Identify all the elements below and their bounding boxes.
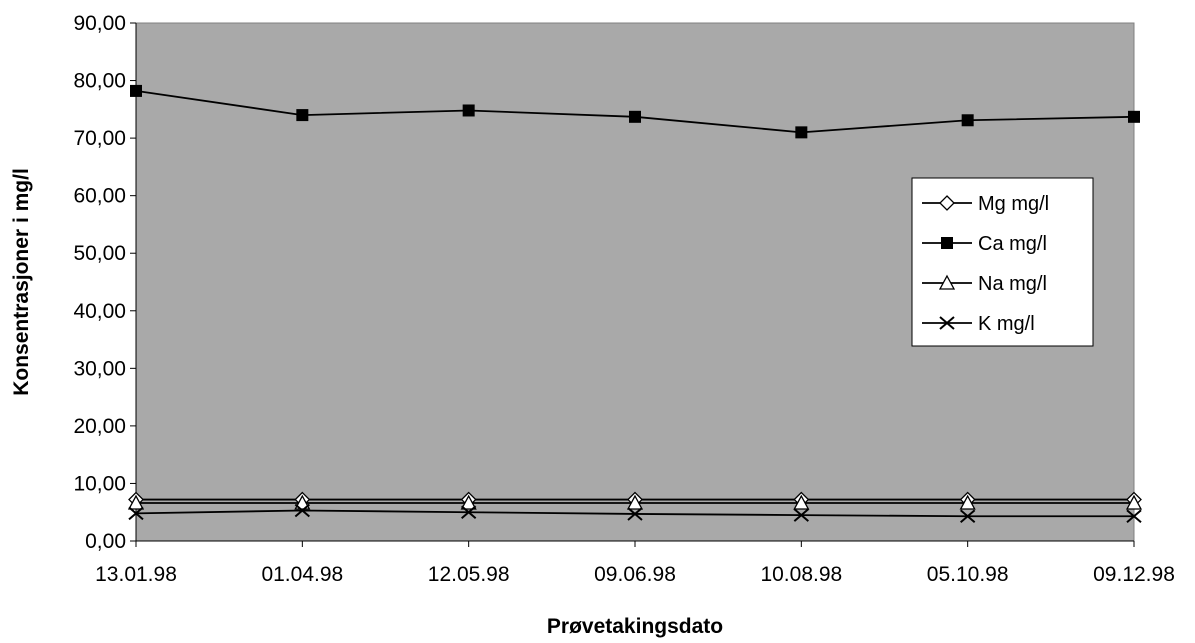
data-point-k bbox=[1126, 509, 1142, 524]
x-tick-label: 09.12.98 bbox=[1093, 563, 1175, 586]
data-point-ca bbox=[462, 104, 475, 117]
y-axis-ticks: 0,00 10,00 20,00 30,00 40,00 50,00 60,00 70,00 8… bbox=[73, 12, 137, 553]
y-tick-label: 30,00 bbox=[73, 357, 126, 380]
data-point-na bbox=[460, 494, 477, 510]
data-point-ca bbox=[296, 109, 309, 122]
data-point-ca bbox=[130, 84, 142, 97]
x-tick-label: 12.05.98 bbox=[428, 563, 510, 586]
x-tick-label: 13.01.98 bbox=[95, 563, 177, 586]
legend-label-mg: Mg mg/l bbox=[978, 193, 1049, 215]
x-tick-label: 01.04.98 bbox=[261, 563, 343, 586]
data-point-k bbox=[128, 506, 144, 521]
data-point-ca bbox=[1128, 110, 1140, 123]
legend-items: Mg mg/l Ca mg/l Na mg/l K mg/l bbox=[922, 193, 1049, 335]
legend-label-na: Na mg/l bbox=[978, 273, 1047, 295]
data-point-k bbox=[793, 508, 809, 522]
y-tick-label: 50,00 bbox=[73, 242, 126, 265]
legend-item-ca: Ca mg/l bbox=[922, 233, 1047, 255]
data-point-ca bbox=[961, 114, 974, 127]
legend-item-k: K mg/l bbox=[922, 313, 1035, 335]
legend-marker-k bbox=[939, 316, 955, 330]
data-point-ca bbox=[629, 110, 641, 123]
data-point-ca bbox=[795, 126, 808, 139]
legend-item-mg: Mg mg/l bbox=[922, 193, 1049, 215]
series-ca bbox=[130, 84, 1140, 139]
y-tick-label: 70,00 bbox=[73, 127, 126, 150]
series-k bbox=[128, 503, 1142, 524]
y-tick-label: 10,00 bbox=[73, 472, 126, 495]
data-point-k bbox=[960, 509, 976, 524]
data-point-k bbox=[294, 503, 310, 518]
data-point-na bbox=[294, 494, 311, 510]
y-tick-label: 80,00 bbox=[73, 70, 126, 93]
series-layer bbox=[127, 84, 1143, 524]
y-tick-label: 90,00 bbox=[73, 12, 126, 35]
legend-item-na: Na mg/l bbox=[922, 273, 1047, 295]
series-na bbox=[127, 494, 1143, 510]
data-point-na bbox=[793, 494, 810, 510]
data-point-na bbox=[626, 494, 644, 510]
x-axis-ticks: 13.01.98 01.04.98 12.05.98 09.06.98 10.08.98… bbox=[95, 540, 1175, 586]
y-tick-label: 20,00 bbox=[73, 415, 126, 438]
data-point-k bbox=[627, 507, 643, 521]
legend-marker-mg bbox=[939, 195, 955, 211]
data-point-k bbox=[461, 505, 477, 519]
legend: Mg mg/l Ca mg/l Na mg/l K mg/l bbox=[911, 177, 1094, 347]
y-tick-label: 40,00 bbox=[73, 300, 126, 323]
legend-label-k: K mg/l bbox=[978, 313, 1035, 335]
data-point-na bbox=[959, 494, 976, 510]
x-tick-label: 05.10.98 bbox=[927, 563, 1009, 586]
y-tick-label: 0,00 bbox=[85, 530, 126, 553]
legend-label-ca: Ca mg/l bbox=[978, 233, 1047, 255]
x-axis-title: Prøvetakingsdato bbox=[547, 615, 723, 638]
legend-marker-ca bbox=[941, 237, 953, 249]
legend-marker-na bbox=[938, 274, 956, 290]
y-axis-title: Konsentrasjoner i mg/l bbox=[10, 168, 33, 396]
x-tick-label: 10.08.98 bbox=[760, 563, 842, 586]
y-tick-label: 60,00 bbox=[73, 185, 126, 208]
data-point-na bbox=[1125, 494, 1143, 510]
data-point-na bbox=[127, 494, 145, 510]
x-tick-label: 09.06.98 bbox=[594, 563, 676, 586]
